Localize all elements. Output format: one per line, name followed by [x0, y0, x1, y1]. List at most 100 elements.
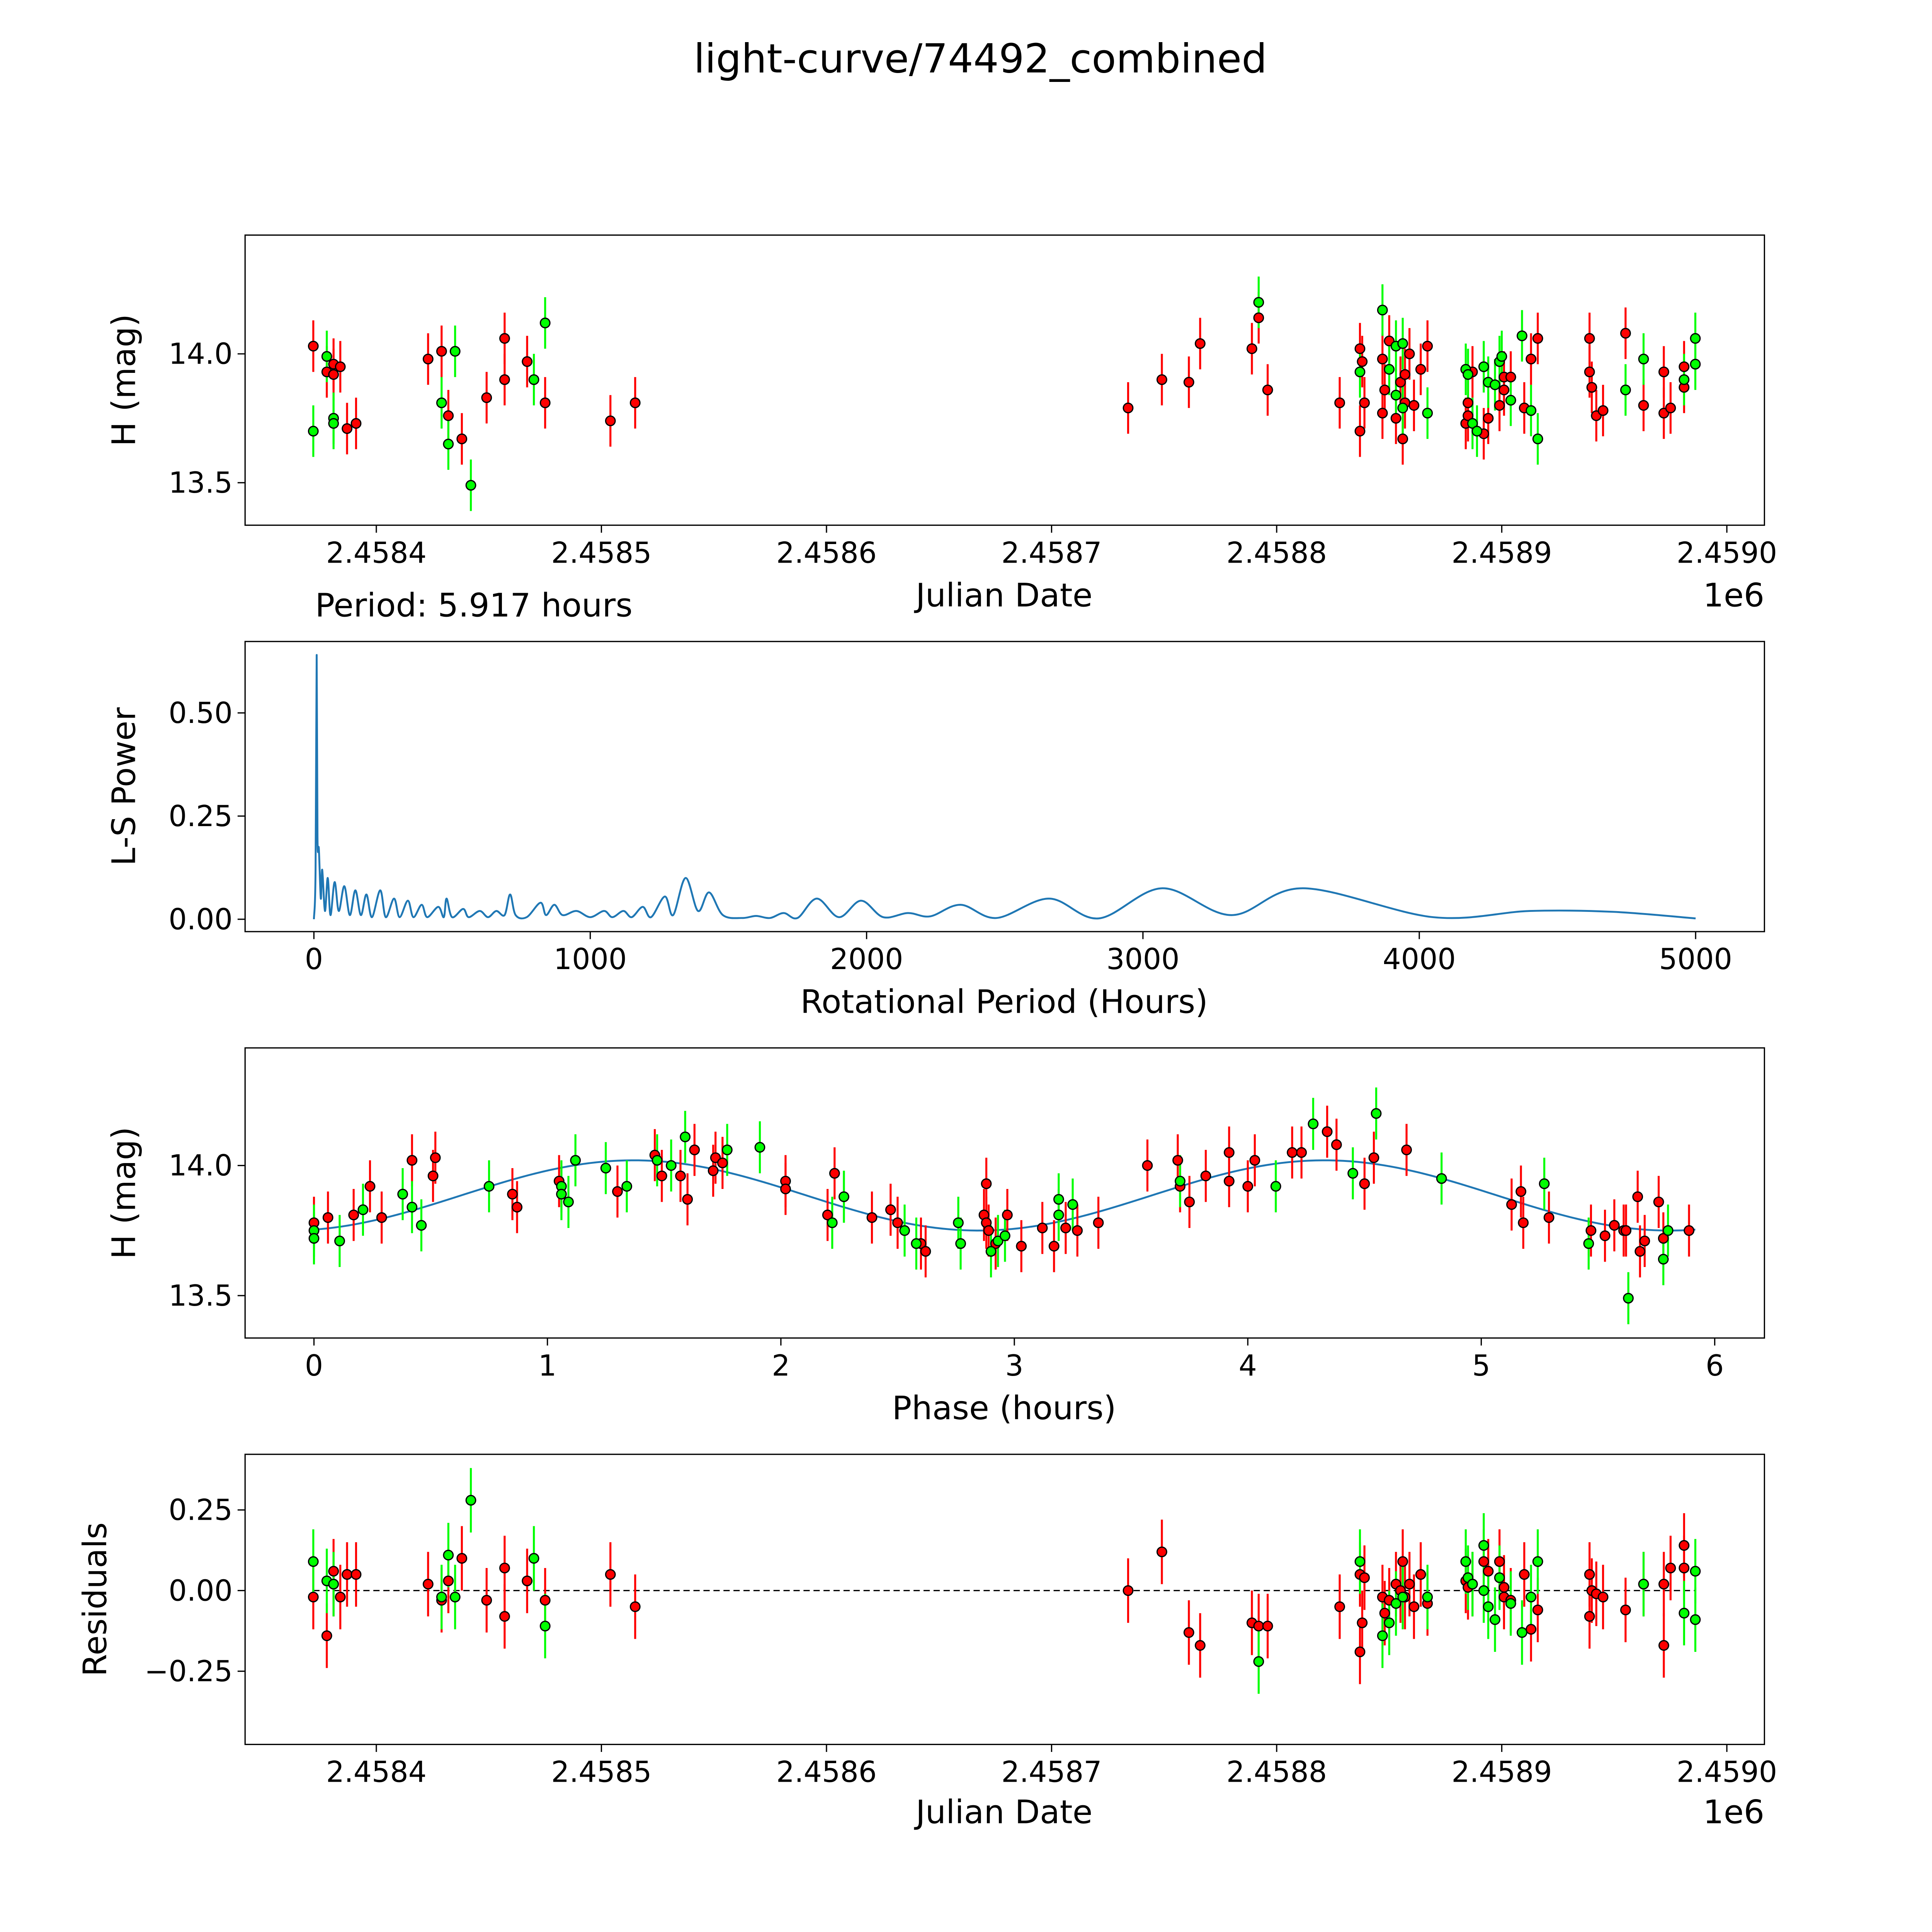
- data-point-green: [838, 1191, 849, 1202]
- data-point-red: [1679, 1540, 1690, 1551]
- data-point-red: [481, 1595, 492, 1606]
- x-tick-label: 2.4587: [1001, 1755, 1102, 1789]
- panel1-x-offset: 1e6: [1703, 577, 1765, 614]
- data-point-green: [651, 1155, 663, 1166]
- data-point-red: [1122, 402, 1134, 413]
- panel-phase-folded: 0 1 2 3 4 5 6 13.5 14.0: [168, 1047, 1765, 1383]
- panel3-ylabel: H (mag): [105, 1127, 143, 1259]
- data-point-red: [1463, 397, 1474, 408]
- data-point-red: [1037, 1223, 1048, 1233]
- data-point-red: [1253, 1621, 1264, 1632]
- data-point-green: [1517, 330, 1527, 342]
- x-tick-label: 4000: [1383, 942, 1456, 976]
- data-point-red: [1585, 1225, 1597, 1236]
- data-point-red: [422, 354, 434, 365]
- data-point-red: [1296, 1147, 1307, 1158]
- x-tick-label: 2.4586: [776, 536, 877, 570]
- data-point-green: [1517, 1627, 1527, 1638]
- data-point-red: [1183, 1627, 1194, 1638]
- data-point-green: [1384, 1617, 1395, 1628]
- data-point-red: [427, 1170, 439, 1182]
- data-point-green: [528, 374, 539, 385]
- data-point-green: [1460, 1556, 1471, 1567]
- data-point-red: [1359, 1178, 1370, 1189]
- data-point-red: [822, 1209, 833, 1221]
- data-point-green: [1690, 1566, 1701, 1577]
- panel4-ylabel: Residuals: [76, 1522, 114, 1677]
- data-point-green: [1000, 1230, 1010, 1242]
- data-point-green: [1690, 333, 1701, 344]
- y-tick-label: 14.0: [168, 337, 233, 371]
- data-point-red: [1408, 400, 1420, 411]
- data-point-red: [1397, 433, 1408, 444]
- data-point-red: [1093, 1217, 1104, 1228]
- data-point-green: [1620, 384, 1631, 396]
- data-point-green: [1690, 359, 1701, 370]
- data-point-red: [1224, 1147, 1235, 1158]
- data-point-green: [436, 1592, 447, 1603]
- panel-periodogram: 0 1000 2000 3000 4000 5000 0.00 0.25 0.50: [168, 641, 1765, 976]
- data-point-red: [1621, 1225, 1631, 1236]
- data-point-red: [1401, 1145, 1412, 1155]
- data-point-red: [1515, 1186, 1527, 1197]
- data-point-red: [1658, 1640, 1669, 1651]
- panel1-ylabel: H (mag): [105, 314, 143, 447]
- data-point-green: [1623, 1293, 1634, 1304]
- data-point-red: [1334, 1601, 1345, 1612]
- y-tick-label: 14.0: [168, 1149, 233, 1182]
- data-point-red: [885, 1204, 896, 1215]
- data-point-red: [682, 1194, 693, 1205]
- data-point-red: [321, 1630, 332, 1641]
- data-point-red: [1638, 400, 1649, 411]
- data-point-red: [1597, 405, 1609, 416]
- periodogram-line: [313, 654, 1696, 920]
- data-point-green: [1175, 1175, 1185, 1187]
- data-point-red: [1200, 1170, 1211, 1182]
- data-point-red: [866, 1212, 878, 1223]
- data-point-green: [1053, 1194, 1064, 1205]
- x-tick-label: 2.4585: [551, 1755, 651, 1789]
- data-point-red: [1597, 1592, 1609, 1603]
- data-point-red: [983, 1225, 994, 1236]
- x-tick-label: 2.4588: [1226, 536, 1327, 570]
- data-point-red: [1639, 1235, 1650, 1247]
- data-point-red: [1632, 1191, 1643, 1202]
- data-point-green: [1478, 1540, 1489, 1551]
- data-point-red: [376, 1212, 387, 1223]
- data-point-green: [1384, 364, 1395, 375]
- data-point-green: [1308, 1118, 1319, 1129]
- axes-frame: [244, 1047, 1765, 1339]
- data-point-red: [328, 369, 339, 380]
- data-point-green: [1371, 1108, 1382, 1119]
- data-point-green: [1638, 1578, 1649, 1590]
- panel1-xlabel: Julian Date: [914, 577, 1093, 614]
- data-point-green: [1539, 1178, 1550, 1189]
- data-point-red: [1483, 1566, 1494, 1577]
- data-point-red: [335, 1592, 346, 1603]
- data-point-red: [1156, 1546, 1167, 1558]
- data-point-red: [1379, 384, 1390, 396]
- data-point-red: [436, 346, 447, 357]
- data-point-red: [1122, 1585, 1134, 1596]
- x-tick-label: 5000: [1659, 942, 1732, 976]
- data-point-green: [1253, 297, 1264, 308]
- data-point-green: [449, 346, 461, 357]
- data-point-red: [707, 1165, 719, 1176]
- data-point-green: [328, 1578, 339, 1590]
- x-tick-label: 2.4585: [551, 536, 651, 570]
- data-point-green: [1390, 1598, 1401, 1609]
- data-point-red: [1684, 1225, 1695, 1236]
- x-tick-label: 2000: [830, 942, 903, 976]
- data-point-green: [1397, 1592, 1408, 1603]
- data-point-red: [1506, 1199, 1517, 1210]
- data-point-red: [342, 423, 353, 434]
- data-point-red: [1658, 1578, 1669, 1590]
- data-point-red: [1249, 1155, 1260, 1166]
- period-annotation: Period: 5.917 hours: [315, 586, 633, 624]
- panel-residuals: 2.4584 2.4585 2.4586 2.4587 2.4588 2.4589 2.45…: [145, 1454, 1777, 1789]
- data-point-red: [308, 1592, 319, 1603]
- data-point-red: [1518, 1217, 1529, 1228]
- data-point-red: [342, 1569, 353, 1580]
- x-tick-label: 2.4584: [326, 536, 427, 570]
